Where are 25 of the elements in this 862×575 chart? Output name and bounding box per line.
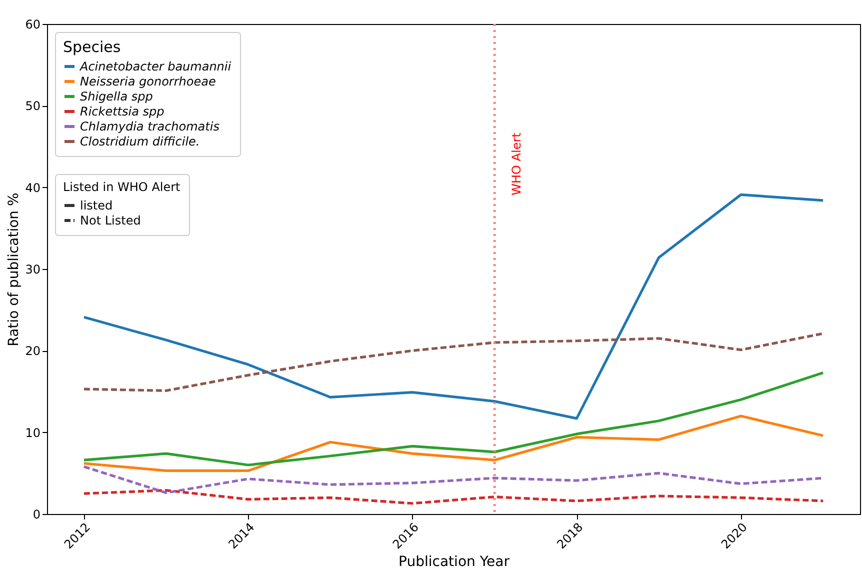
y-axis-title: Ratio of publication %	[6, 192, 22, 346]
legend-label: Clostridium difficile.	[80, 134, 200, 148]
y-tick-label: 60	[25, 18, 40, 32]
y-tick-label: 0	[32, 508, 40, 522]
y-tick-label: 10	[25, 426, 40, 440]
legend-label: Neisseria gonorrhoeae	[80, 74, 216, 88]
legend-label: Acinetobacter baumannii	[79, 60, 232, 74]
legend-label: Chlamydia trachomatis	[80, 120, 220, 134]
legend-title: Species	[63, 38, 121, 56]
line-series	[82, 489, 824, 505]
line-series	[82, 371, 824, 466]
y-tick-label: 40	[25, 180, 40, 195]
ref-line-label: WHO Alert	[510, 132, 524, 196]
legend-label: Shigella spp	[80, 90, 154, 104]
legend-label: Not Listed	[80, 214, 141, 228]
y-tick-label: 20	[25, 344, 40, 358]
annotation: Listed in WHO Alert	[63, 180, 181, 194]
line-series	[82, 332, 824, 392]
line-series	[82, 193, 824, 420]
line-series	[82, 414, 824, 472]
legend-label: listed	[80, 198, 113, 212]
x-axis-title: Publication Year	[398, 554, 510, 570]
y-tick-label: 50	[25, 99, 40, 114]
legend-label: Rickettsia spp	[80, 104, 165, 118]
y-tick-label: 30	[25, 262, 40, 276]
